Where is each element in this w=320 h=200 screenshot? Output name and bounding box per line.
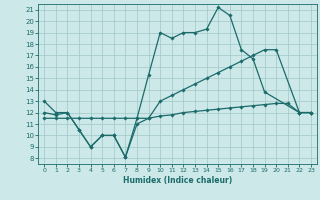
X-axis label: Humidex (Indice chaleur): Humidex (Indice chaleur) bbox=[123, 176, 232, 185]
